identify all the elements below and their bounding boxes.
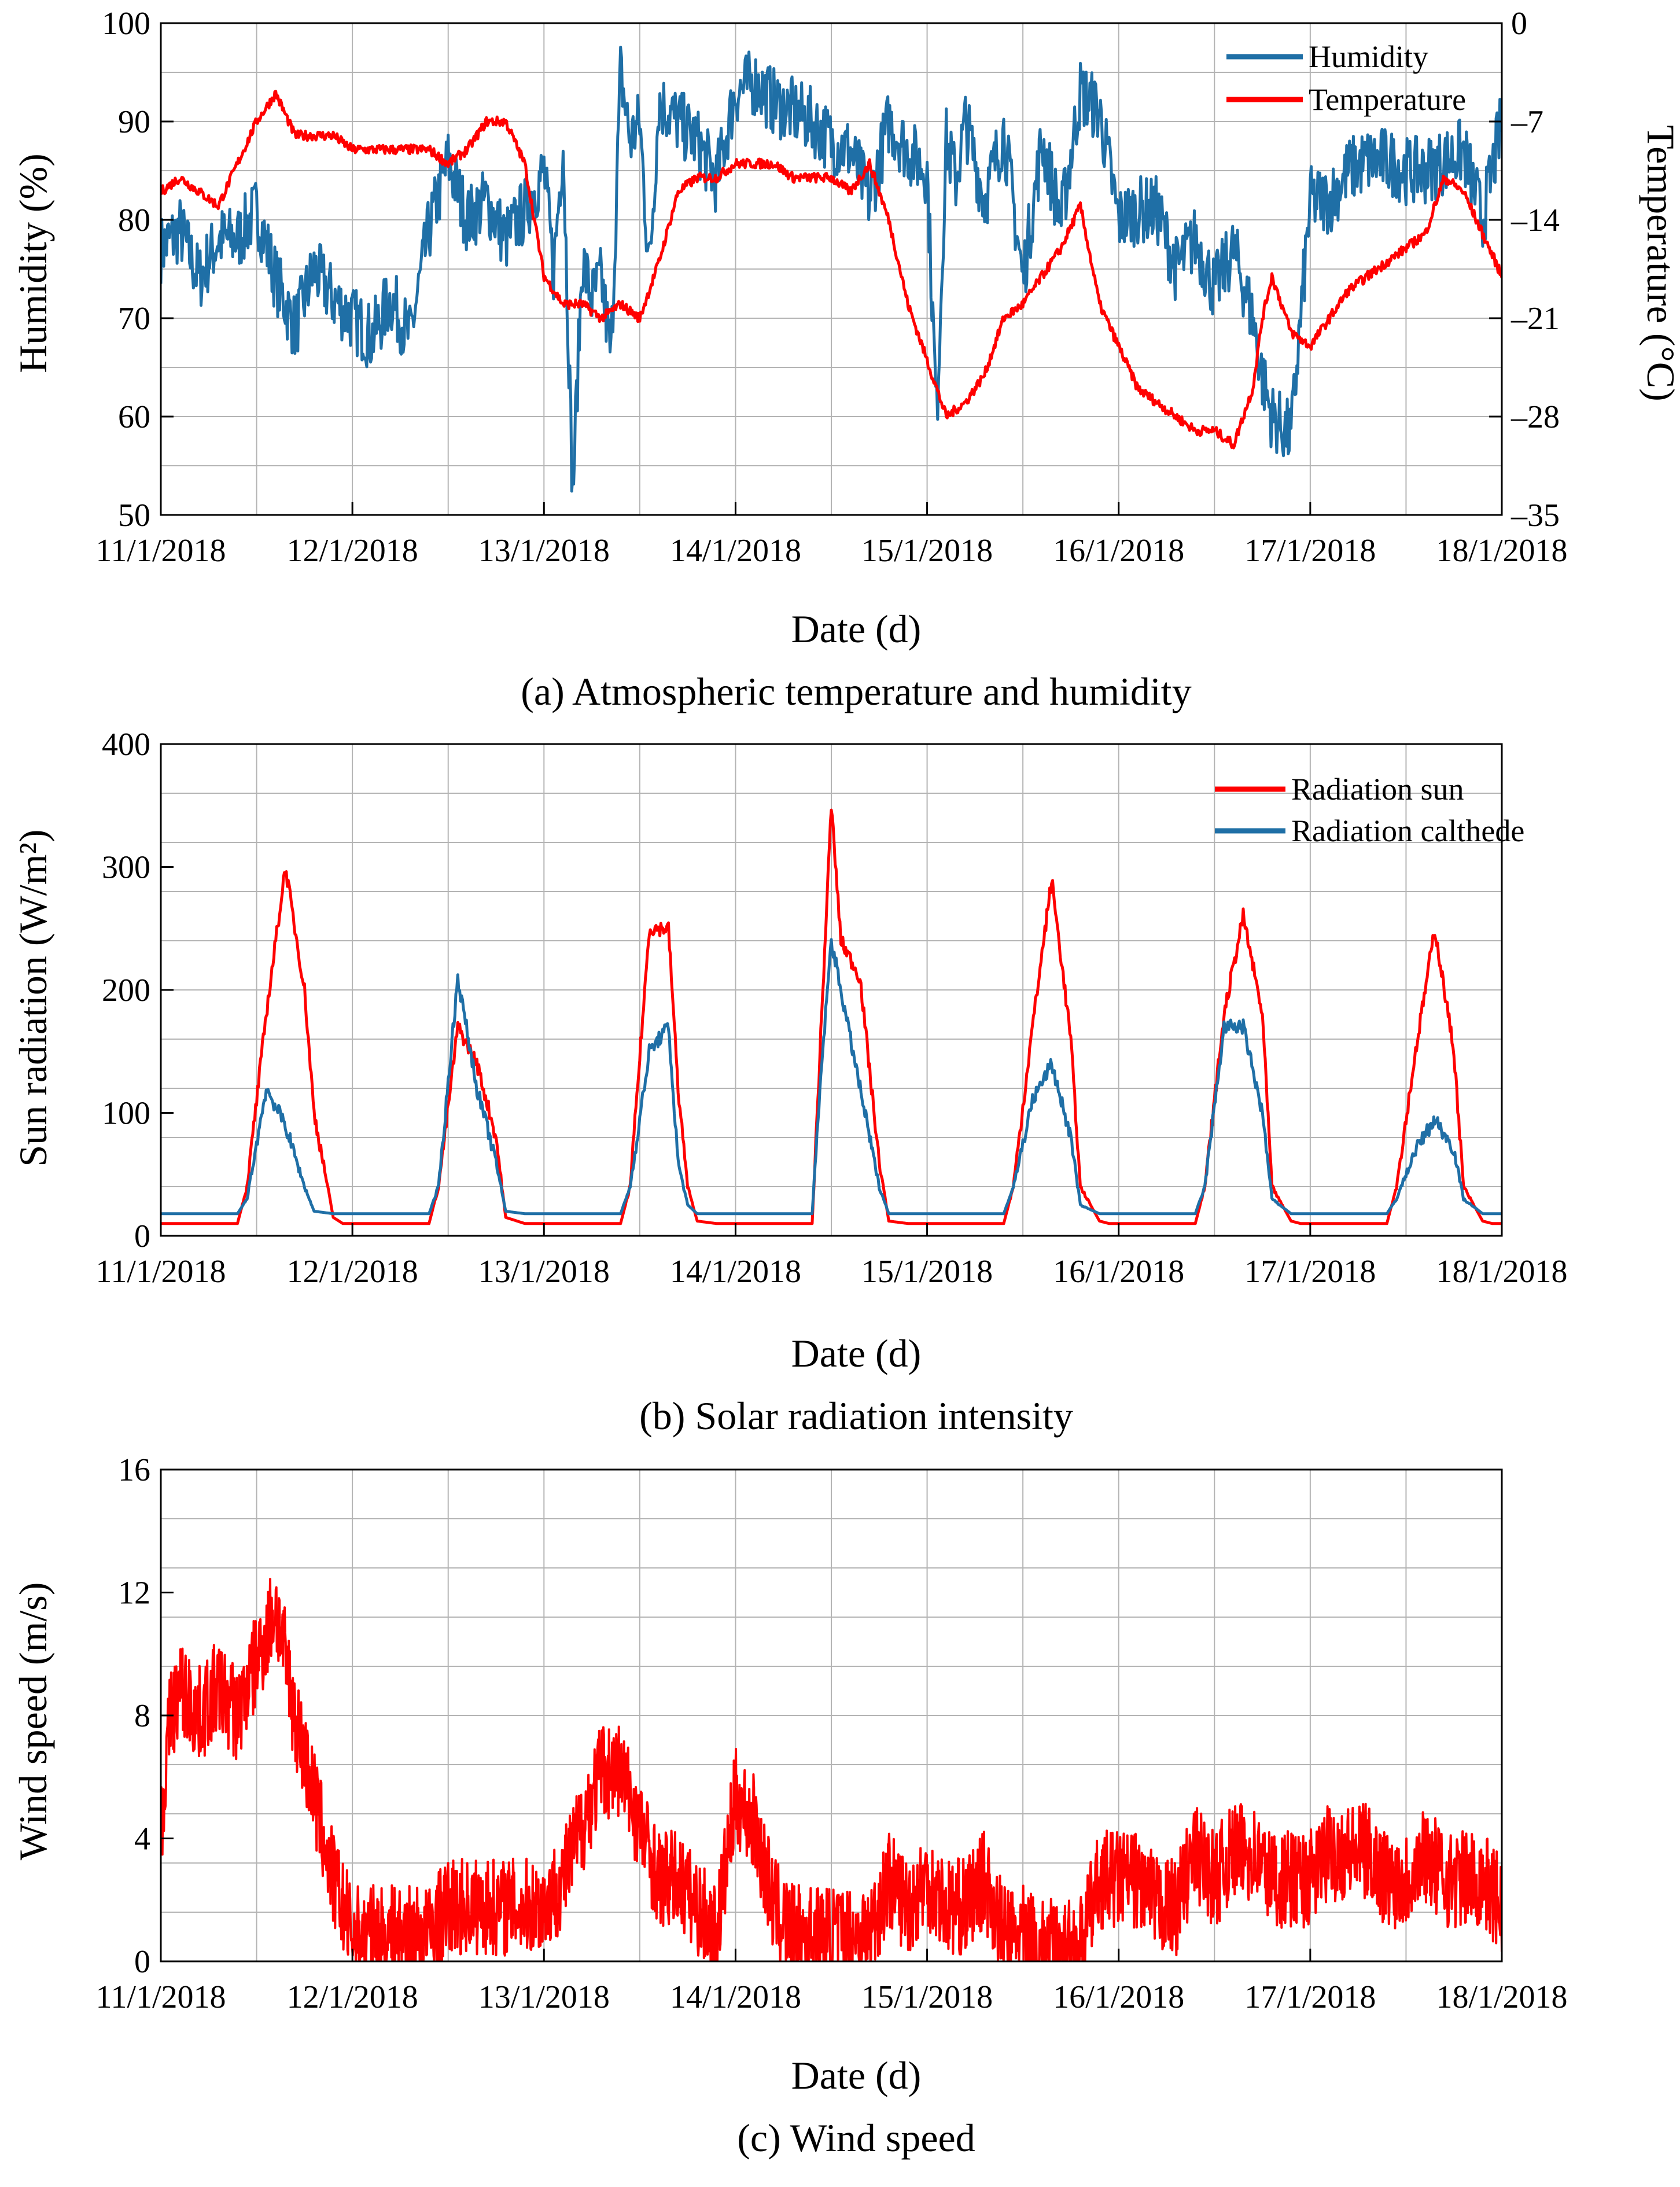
panel-a-plot-area: [160, 22, 1503, 516]
x-tick-label: 16/1/2018: [1053, 1254, 1184, 1290]
y-tick-label: 0: [134, 1218, 150, 1254]
x-tick-label: 11/1/2018: [95, 533, 226, 569]
legend-radiation-sun-label: Radiation sun: [1291, 772, 1464, 807]
y2-tick-label: –7: [1510, 104, 1543, 140]
panel-b-legend: Radiation sun Radiation calthede: [1215, 772, 1524, 848]
panel-b-ticks: 11/1/2018 12/1/2018 13/1/2018 14/1/2018 15/1…: [95, 727, 1567, 1290]
y-tick-label: 50: [118, 498, 150, 533]
legend-temperature-label: Temperature: [1309, 82, 1466, 117]
panel-b-caption: (b) Solar radiation intensity: [639, 1394, 1073, 1438]
y-tick-label: 60: [118, 399, 150, 435]
x-tick-label: 18/1/2018: [1436, 533, 1567, 569]
x-tick-label: 12/1/2018: [287, 533, 418, 569]
y2-tick-label: –21: [1510, 301, 1560, 337]
series-temperature-line: [161, 90, 1502, 450]
y2-tick-label: –14: [1510, 203, 1560, 238]
legend-humidity-label: Humidity: [1309, 39, 1428, 74]
panel-b-ylabel: Sun radiation (W/m²): [11, 829, 55, 1166]
series-group: [161, 46, 1502, 493]
x-tick-label: 12/1/2018: [287, 1254, 418, 1290]
series-humidity-line: [161, 46, 1502, 493]
x-tick-label: 14/1/2018: [670, 1979, 801, 2015]
y-tick-label: 300: [102, 850, 150, 886]
y-tick-label: 100: [102, 1096, 150, 1132]
panel-c-ticks: 11/1/2018 12/1/2018 13/1/2018 14/1/2018 15/1…: [95, 1452, 1567, 2015]
y2-tick-label: –28: [1510, 399, 1560, 435]
x-tick-label: 17/1/2018: [1244, 1979, 1376, 2015]
y-tick-label: 70: [118, 301, 150, 337]
y-tick-label: 100: [102, 6, 150, 42]
y-tick-label: 90: [118, 104, 150, 140]
y2-tick-label: –35: [1510, 498, 1560, 533]
series-radiation-calthede-line: [161, 938, 1502, 1216]
x-tick-label: 17/1/2018: [1244, 533, 1376, 569]
panel-c-ylabel: Wind speed (m/s): [11, 1582, 55, 1861]
x-tick-label: 17/1/2018: [1244, 1254, 1376, 1290]
legend-radiation-calthede-label: Radiation calthede: [1291, 813, 1524, 848]
series-radiation-sun-line: [161, 808, 1502, 1225]
panel-a-legend: Humidity Temperature: [1226, 39, 1466, 117]
panel-a-xlabel: Date (d): [791, 607, 922, 651]
y-tick-label: 0: [134, 1944, 150, 1980]
x-tick-label: 12/1/2018: [287, 1979, 418, 2015]
x-tick-label: 15/1/2018: [861, 533, 993, 569]
x-tick-label: 11/1/2018: [95, 1254, 226, 1290]
x-tick-label: 15/1/2018: [861, 1979, 993, 2015]
panel-b-grid: [161, 744, 1502, 1236]
panel-a-y2label: Temperature (°C): [1639, 125, 1680, 401]
y-tick-label: 4: [134, 1821, 150, 1857]
x-tick-label: 18/1/2018: [1436, 1254, 1567, 1290]
x-tick-label: 18/1/2018: [1436, 1979, 1567, 2015]
x-tick-label: 13/1/2018: [478, 1979, 610, 2015]
panel-b-xlabel: Date (d): [791, 1331, 922, 1375]
panel-a-humidity-temperature: 11/1/2018 12/1/2018 13/1/2018 14/1/2018 15/1…: [11, 6, 1680, 713]
x-tick-label: 13/1/2018: [478, 533, 610, 569]
x-tick-label: 13/1/2018: [478, 1254, 610, 1290]
panel-a-ylabel: Humidity (%): [11, 153, 55, 373]
x-tick-label: 15/1/2018: [861, 1254, 993, 1290]
y-tick-label: 16: [118, 1452, 150, 1488]
panel-c-wind-speed: 11/1/2018 12/1/2018 13/1/2018 14/1/2018 15/1…: [11, 1452, 1568, 2160]
y-tick-label: 12: [118, 1575, 150, 1611]
y-tick-label: 200: [102, 973, 150, 1008]
plot-frame: [160, 22, 1503, 516]
x-tick-label: 14/1/2018: [670, 533, 801, 569]
panel-a-ticks: 11/1/2018 12/1/2018 13/1/2018 14/1/2018 15/1…: [95, 6, 1567, 569]
x-tick-label: 14/1/2018: [670, 1254, 801, 1290]
panel-c-xlabel: Date (d): [791, 2053, 922, 2097]
x-tick-label: 16/1/2018: [1053, 1979, 1184, 2015]
series-group: [161, 808, 1502, 1225]
y-tick-label: 400: [102, 727, 150, 763]
y-tick-label: 8: [134, 1698, 150, 1734]
y2-tick-label: 0: [1511, 6, 1527, 42]
panel-a-caption: (a) Atmospheric temperature and humidity: [521, 669, 1191, 713]
y-tick-label: 80: [118, 203, 150, 238]
x-tick-label: 16/1/2018: [1053, 533, 1184, 569]
x-tick-label: 11/1/2018: [95, 1979, 226, 2015]
panel-c-caption: (c) Wind speed: [737, 2116, 975, 2160]
series-wind-speed-line: [161, 1578, 1502, 1961]
panel-b-solar-radiation: 11/1/2018 12/1/2018 13/1/2018 14/1/2018 15/1…: [11, 727, 1568, 1438]
series-group: [161, 1578, 1502, 1961]
